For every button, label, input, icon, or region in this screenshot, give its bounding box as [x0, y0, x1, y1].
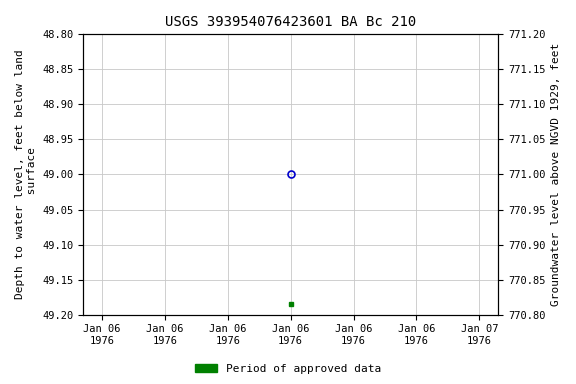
Y-axis label: Groundwater level above NGVD 1929, feet: Groundwater level above NGVD 1929, feet — [551, 43, 561, 306]
Title: USGS 393954076423601 BA Bc 210: USGS 393954076423601 BA Bc 210 — [165, 15, 416, 29]
Y-axis label: Depth to water level, feet below land
 surface: Depth to water level, feet below land su… — [15, 50, 37, 300]
Legend: Period of approved data: Period of approved data — [191, 359, 385, 379]
